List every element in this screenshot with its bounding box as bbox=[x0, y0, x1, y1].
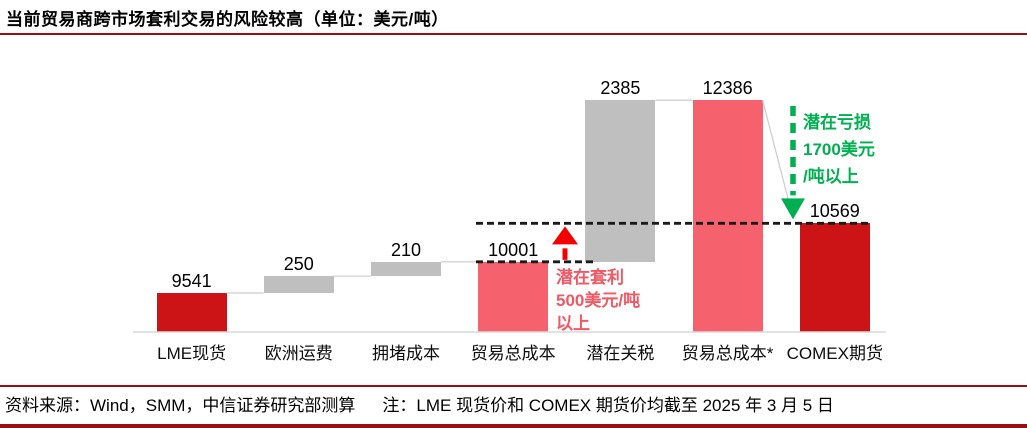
waterfall-bar-3 bbox=[371, 261, 441, 277]
category-label: COMEX期货 bbox=[786, 344, 883, 363]
category-label: 欧洲运费 bbox=[264, 344, 333, 363]
footer-divider bbox=[0, 385, 1027, 387]
leader-line bbox=[762, 99, 792, 211]
bar-value-label: 2385 bbox=[600, 78, 641, 99]
bar-value-label: 210 bbox=[390, 239, 422, 260]
down-arrow-head bbox=[781, 198, 805, 220]
arbitrage-annotation: 潜在套利 500美元/吨 以上 bbox=[556, 266, 640, 335]
category-label: 贸易总成本* bbox=[681, 344, 774, 363]
loss-annotation-line: 1700美元 bbox=[803, 140, 875, 159]
bottom-bar bbox=[0, 424, 1027, 428]
category-label: 潜在关税 bbox=[586, 344, 655, 363]
waterfall-bar-2 bbox=[263, 276, 334, 293]
category-label: LME现货 bbox=[157, 344, 227, 363]
arbitrage-annotation-line: 潜在套利 bbox=[556, 268, 624, 287]
bar-value-label: 250 bbox=[283, 254, 314, 275]
title-divider bbox=[0, 33, 1027, 35]
waterfall-bar-1 bbox=[156, 293, 227, 332]
category-label: 拥堵成本 bbox=[372, 344, 440, 363]
loss-annotation: 潜在亏损 1700美元 /吨以上 bbox=[803, 109, 875, 190]
arbitrage-annotation-line: 以上 bbox=[556, 314, 590, 333]
category-label: 贸易总成本 bbox=[470, 344, 556, 363]
arbitrage-annotation-line: 500美元/吨 bbox=[556, 291, 641, 310]
waterfall-bar-4 bbox=[478, 261, 549, 332]
bar-value-label: 9541 bbox=[171, 271, 212, 291]
up-arrow-head bbox=[552, 226, 578, 245]
figure-title: 当前贸易商跨市场套利交易的风险较高（单位：美元/吨） bbox=[6, 10, 449, 29]
loss-annotation-line: 潜在亏损 bbox=[803, 113, 871, 132]
waterfall-bar-7 bbox=[799, 223, 870, 332]
bar-value-label: 12386 bbox=[702, 78, 753, 99]
waterfall-bar-5 bbox=[585, 100, 656, 262]
date-note: 注：LME 现货价和 COMEX 期货价均截至 2025 年 3 月 5 日 bbox=[382, 396, 834, 415]
waterfall-bar-6 bbox=[692, 100, 763, 332]
footer: 资料来源：Wind，SMM，中信证券研究部测算 注：LME 现货价和 COMEX … bbox=[5, 393, 1025, 419]
loss-annotation-line: /吨以上 bbox=[803, 167, 859, 186]
bar-value-label: 10569 bbox=[809, 201, 860, 222]
source-note: 资料来源：Wind，SMM，中信证券研究部测算 bbox=[5, 396, 356, 415]
bar-value-label: 10001 bbox=[488, 239, 539, 260]
